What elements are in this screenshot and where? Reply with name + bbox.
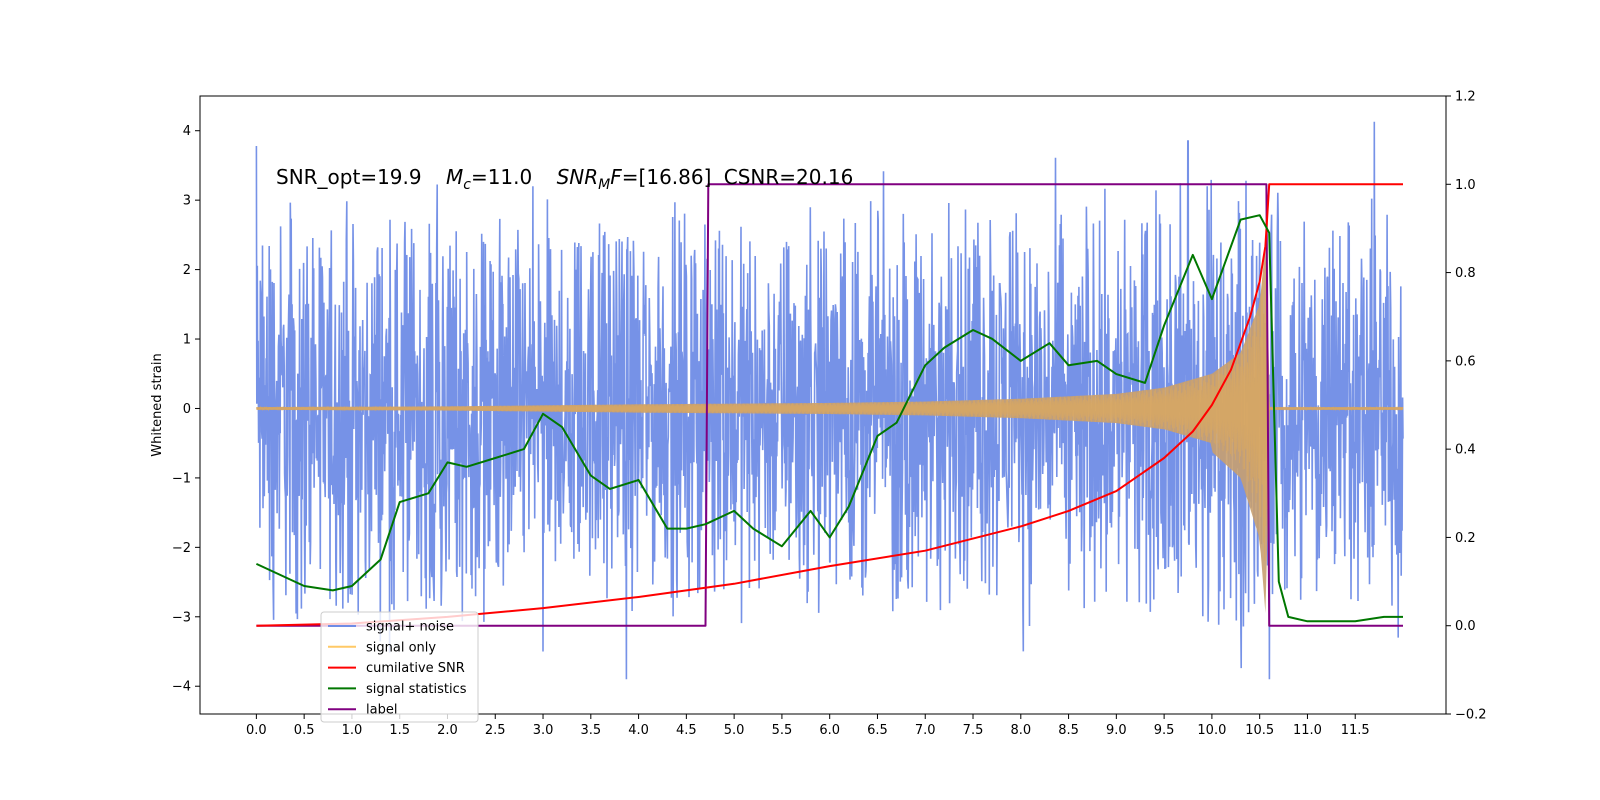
- y-left-tick-label: 1: [183, 333, 191, 348]
- y-axis-left: −4 −3 −2 −1 0 1 2 3 4: [172, 124, 200, 695]
- y-axis-label: Whitened strain: [150, 353, 165, 456]
- legend-box: [320, 611, 479, 723]
- x-tick-label: 6.0: [819, 723, 840, 738]
- x-tick-label: 7.0: [915, 723, 936, 738]
- x-tick-label: 2.5: [485, 723, 506, 738]
- y-right-tick-label: 1.2: [1455, 90, 1476, 105]
- x-tick-label: 4.0: [628, 723, 649, 738]
- x-tick-label: 6.5: [867, 723, 888, 738]
- x-tick-label: 0.0: [246, 723, 267, 738]
- x-tick-label: 3.0: [533, 723, 554, 738]
- x-tick-label: 3.5: [580, 723, 601, 738]
- y-left-tick-label: −1: [172, 471, 191, 486]
- x-tick-label: 10.5: [1245, 723, 1274, 738]
- series-layer: [255, 121, 1404, 680]
- y-left-tick-label: 4: [183, 124, 191, 139]
- snrmf-f: F: [610, 165, 622, 189]
- x-tick-label: 9.0: [1106, 723, 1127, 738]
- y-left-tick-label: 0: [183, 402, 191, 417]
- y-left-tick-label: −4: [172, 680, 191, 695]
- x-tick-label: 2.0: [437, 723, 458, 738]
- y-left-tick-label: −3: [172, 610, 191, 625]
- chart-title-annotation: SNR_opt=19.9 Mc=11.0 SNRMF=[16.86] CSNR=…: [276, 165, 853, 193]
- y-right-tick-label: 0.0: [1455, 619, 1476, 634]
- mc-symbol: M: [446, 165, 463, 189]
- y-left-tick-label: 2: [183, 263, 191, 278]
- series-signal-statistics-line: [255, 214, 1403, 623]
- y-right-tick-label: 0.6: [1455, 354, 1476, 369]
- x-tick-label: 1.0: [342, 723, 363, 738]
- y-right-tick-label: −0.2: [1455, 708, 1487, 723]
- snr-opt-text: SNR_opt=19.9: [276, 165, 422, 189]
- x-tick-label: 10.0: [1197, 723, 1226, 738]
- legend-label: signal only: [366, 640, 436, 655]
- legend-label: label: [366, 703, 397, 718]
- x-tick-label: 9.5: [1154, 723, 1175, 738]
- y-left-tick-label: 3: [183, 194, 191, 209]
- x-tick-label: 4.5: [676, 723, 697, 738]
- y-right-tick-label: 0.4: [1455, 443, 1476, 458]
- series-cumulative-snr-line: [256, 183, 1403, 627]
- legend-label: signal+ noise: [366, 620, 454, 635]
- series-label-line: [256, 183, 1403, 627]
- y-right-tick-label: 0.2: [1455, 531, 1476, 546]
- legend: signal+ noise signal only cumilative SNR si…: [320, 611, 479, 723]
- mc-value: =11.0: [471, 165, 532, 189]
- series-signal-only-line: [256, 247, 1404, 561]
- x-tick-label: 8.0: [1010, 723, 1031, 738]
- y-right-tick-label: 0.8: [1455, 266, 1476, 281]
- y-left-tick-label: −2: [172, 541, 191, 556]
- x-tick-label: 5.5: [772, 723, 793, 738]
- x-tick-label: 0.5: [294, 723, 315, 738]
- legend-label: signal statistics: [366, 682, 467, 697]
- csnr-text: CSNR=20.16: [724, 165, 854, 189]
- x-tick-label: 11.5: [1341, 723, 1370, 738]
- x-tick-label: 8.5: [1058, 723, 1079, 738]
- x-tick-label: 7.5: [963, 723, 984, 738]
- snrmf-subscript: M: [598, 177, 610, 193]
- x-tick-label: 1.5: [389, 723, 410, 738]
- y-axis-right: −0.2 0.0 0.2 0.4 0.6 0.8 1.0 1.2: [1446, 90, 1487, 723]
- mc-subscript: c: [463, 177, 471, 193]
- legend-label: cumilative SNR: [366, 661, 465, 676]
- snrmf-symbol: SNR: [557, 165, 599, 189]
- y-right-tick-label: 1.0: [1455, 178, 1476, 193]
- x-axis: 0.0 0.5 1.0 1.5 2.0 2.5 3.0 3.5 4.0 4.5 5.0 5.5 6.0 6…: [246, 714, 1370, 738]
- snrmf-value: =[16.86]: [622, 165, 712, 189]
- x-tick-label: 5.0: [724, 723, 745, 738]
- x-tick-label: 11.0: [1293, 723, 1322, 738]
- plot-frame: [199, 95, 1447, 715]
